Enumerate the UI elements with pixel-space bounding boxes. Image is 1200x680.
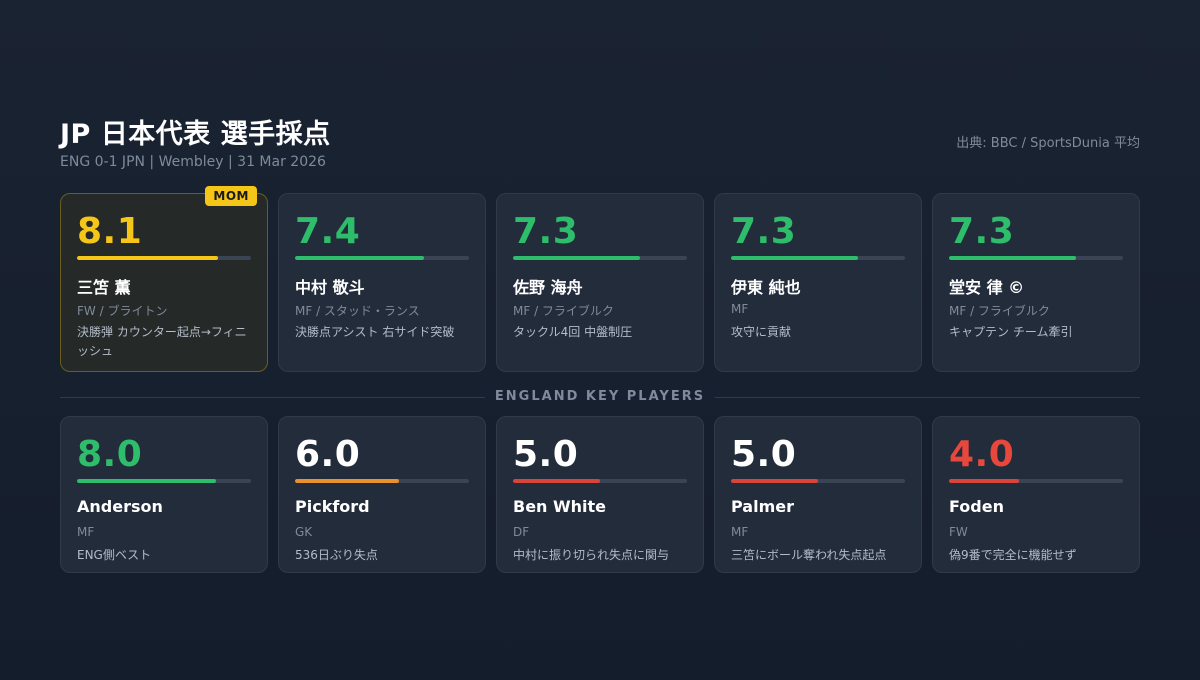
player-card-england-3: 5.0 Palmer MF 三笘にボール奪われ失点起点	[714, 416, 922, 573]
player-position: GK	[295, 525, 313, 539]
player-name: 中村 敬斗	[295, 278, 365, 297]
player-note: キャプテン チーム牽引	[949, 325, 1073, 339]
rating-bar	[295, 479, 469, 483]
player-card-japan-2: 7.3 佐野 海舟 MF / フライブルク タックル4回 中盤制圧	[496, 193, 704, 372]
player-card-japan-1: 7.4 中村 敬斗 MF / スタッド・ランス 決勝点アシスト 右サイド突破	[278, 193, 486, 372]
rating-bar-fill	[949, 256, 1077, 260]
player-card-japan-0: MOM 8.1 三笘 薫 FW / ブライトン 決勝弾 カウンター起点→フィニッ…	[60, 186, 268, 372]
page-title: JP 日本代表 選手採点	[60, 119, 331, 150]
player-card-japan-4: 7.3 堂安 律 © MF / フライブルク キャプテン チーム牽引	[932, 193, 1140, 372]
player-note: ENG側ベスト	[77, 548, 152, 562]
player-name: 伊東 純也	[731, 278, 801, 297]
rating-bar-fill	[949, 479, 1019, 483]
player-note: 攻守に貢献	[731, 325, 792, 339]
player-name: Pickford	[295, 497, 370, 516]
player-position: FW / ブライトン	[77, 304, 168, 318]
rating-bar-fill	[295, 479, 400, 483]
player-position: MF / フライブルク	[949, 304, 1050, 318]
rating-bar	[513, 479, 687, 483]
player-position: MF / スタッド・ランス	[295, 304, 420, 318]
player-position: MF	[77, 525, 95, 539]
player-name: Ben White	[513, 497, 607, 516]
player-position: MF / フライブルク	[513, 304, 614, 318]
player-position: MF	[731, 302, 749, 316]
rating-bar	[77, 256, 251, 260]
rating-bar	[949, 479, 1123, 483]
player-card-england-1: 6.0 Pickford GK 536日ぶり失点	[278, 416, 486, 573]
player-note: 三笘にボール奪われ失点起点	[731, 548, 887, 562]
player-score: 7.3	[513, 211, 579, 252]
rating-bar-fill	[77, 256, 218, 260]
rating-bar-fill	[731, 256, 859, 260]
player-note: 536日ぶり失点	[295, 548, 378, 562]
rating-bar	[949, 256, 1123, 260]
player-score: 7.3	[949, 211, 1015, 252]
player-position: MF	[731, 525, 749, 539]
player-name: Anderson	[77, 497, 163, 516]
rating-bar-fill	[77, 479, 217, 483]
rating-bar	[731, 256, 905, 260]
rating-bar	[295, 256, 469, 260]
player-position: FW	[949, 525, 968, 539]
header: JP 日本代表 選手採点 ENG 0-1 JPN | Wembley | 31 …	[60, 112, 1140, 176]
player-note: 決勝点アシスト 右サイド突破	[295, 325, 455, 339]
player-note: 中村に振り切られ失点に関与	[513, 548, 670, 562]
player-note: 偽9番で完全に機能せず	[949, 548, 1077, 562]
player-card-england-2: 5.0 Ben White DF 中村に振り切られ失点に関与	[496, 416, 704, 573]
japan-players-row: MOM 8.1 三笘 薫 FW / ブライトン 決勝弾 カウンター起点→フィニッ…	[60, 186, 1140, 372]
player-name: Palmer	[731, 497, 794, 516]
player-name: Foden	[949, 497, 1004, 516]
player-note: タックル4回 中盤制圧	[513, 325, 633, 339]
rating-bar	[731, 479, 905, 483]
player-score: 5.0	[513, 434, 579, 475]
player-score: 4.0	[949, 434, 1015, 475]
england-players-row: 8.0 Anderson MF ENG側ベスト 6.0 Pickford GK …	[60, 416, 1140, 573]
rating-bar	[77, 479, 251, 483]
player-score: 7.4	[295, 211, 361, 252]
player-score: 6.0	[295, 434, 361, 475]
rating-bar-fill	[513, 479, 600, 483]
player-name: 佐野 海舟	[513, 278, 583, 297]
rating-bar	[513, 256, 687, 260]
player-card-japan-3: 7.3 伊東 純也 MF 攻守に貢献	[714, 193, 922, 372]
player-card-england-4: 4.0 Foden FW 偽9番で完全に機能せず	[932, 416, 1140, 573]
rating-bar-fill	[513, 256, 641, 260]
player-note: 決勝弾 カウンター起点→フィニッシュ	[77, 325, 247, 358]
player-card-england-0: 8.0 Anderson MF ENG側ベスト	[60, 416, 268, 573]
player-score: 8.1	[77, 211, 143, 252]
player-score: 7.3	[731, 211, 797, 252]
source-credit: 出典: BBC / SportsDunia 平均	[956, 136, 1140, 151]
match-info: ENG 0-1 JPN | Wembley | 31 Mar 2026	[60, 154, 326, 170]
player-score: 8.0	[77, 434, 143, 475]
rating-bar-fill	[731, 479, 818, 483]
player-score: 5.0	[731, 434, 797, 475]
player-name: 三笘 薫	[77, 278, 131, 297]
rating-bar-fill	[295, 256, 424, 260]
mom-badge: MOM	[205, 186, 257, 206]
player-position: DF	[513, 525, 530, 539]
player-name: 堂安 律 ©	[949, 278, 1025, 297]
section-label: ENGLAND KEY PLAYERS	[484, 389, 716, 404]
